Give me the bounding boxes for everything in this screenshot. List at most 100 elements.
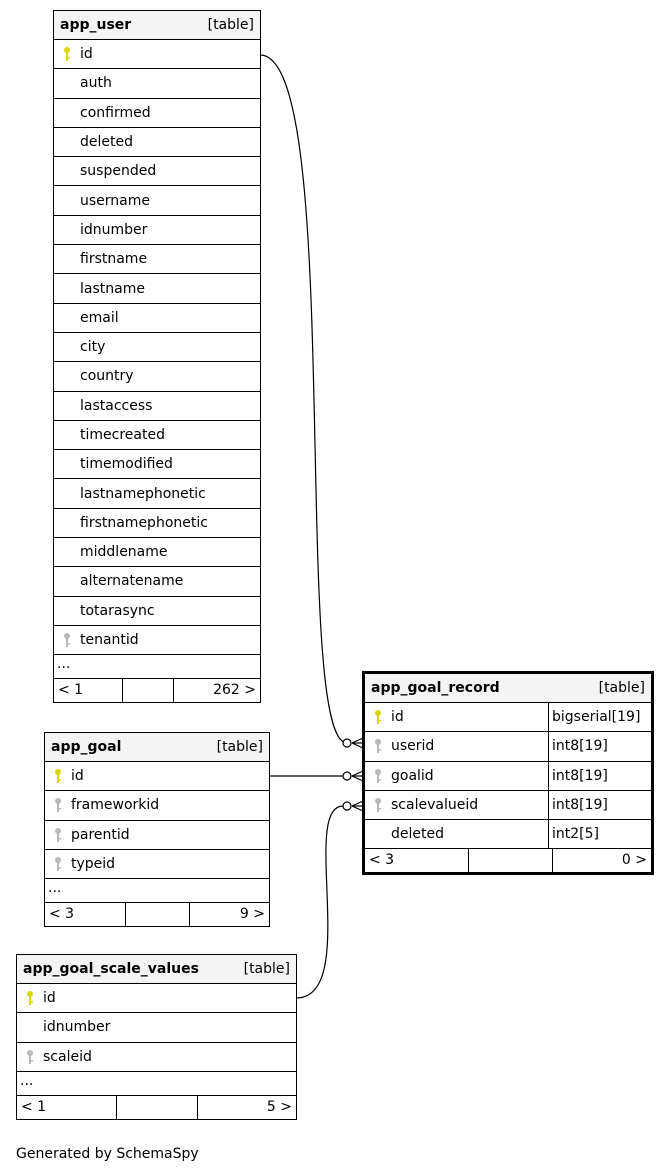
column-name: country bbox=[80, 368, 134, 385]
column-row[interactable]: timemodified bbox=[54, 450, 260, 480]
column-name: alternatename bbox=[80, 573, 184, 590]
column-row[interactable]: deleted bbox=[54, 128, 260, 158]
foreign-key-icon bbox=[365, 797, 391, 813]
column-name: lastaccess bbox=[80, 397, 153, 414]
column-row[interactable]: scalevalueid int8[19] bbox=[365, 790, 651, 821]
column-name: username bbox=[80, 192, 150, 209]
column-row[interactable]: id bigserial[19] bbox=[365, 703, 651, 733]
column-row[interactable]: frameworkid bbox=[45, 791, 269, 821]
table-header[interactable]: app_goal_scale_values [table] bbox=[17, 955, 296, 984]
column-name: userid bbox=[391, 738, 435, 755]
more-columns: ... bbox=[17, 1072, 296, 1096]
column-row[interactable]: id bbox=[54, 40, 260, 70]
column-name: id bbox=[43, 990, 56, 1007]
column-row[interactable]: userid int8[19] bbox=[365, 732, 651, 762]
foreign-key-icon bbox=[45, 827, 71, 843]
column-row[interactable]: deleted int2[5] bbox=[365, 820, 651, 850]
column-name: id bbox=[71, 768, 84, 785]
column-row[interactable]: confirmed bbox=[54, 99, 260, 128]
table-header[interactable]: app_user [table] bbox=[54, 11, 260, 40]
column-name: tenantid bbox=[80, 632, 139, 649]
column-name: lastnamephonetic bbox=[80, 485, 206, 502]
column-row[interactable]: totarasync bbox=[54, 597, 260, 626]
children-count[interactable]: 9 > bbox=[239, 906, 265, 923]
children-count[interactable]: 0 > bbox=[621, 852, 647, 869]
parents-count[interactable]: < 1 bbox=[54, 679, 123, 703]
primary-key-icon bbox=[45, 768, 71, 784]
table-kind: [table] bbox=[598, 680, 645, 696]
children-count[interactable]: 5 > bbox=[266, 1098, 292, 1115]
primary-key-icon bbox=[365, 709, 391, 725]
parents-count[interactable]: < 3 bbox=[365, 849, 469, 873]
table-footer: < 1 5 > bbox=[17, 1095, 296, 1119]
table-kind: [table] bbox=[207, 17, 254, 33]
footer-spacer bbox=[123, 679, 174, 703]
footer-spacer bbox=[126, 903, 190, 927]
column-row[interactable]: alternatename bbox=[54, 567, 260, 597]
column-row[interactable]: id bbox=[45, 762, 269, 792]
column-type: int8[19] bbox=[548, 732, 651, 761]
column-row[interactable]: lastname bbox=[54, 274, 260, 304]
column-row[interactable]: goalid int8[19] bbox=[365, 761, 651, 791]
column-row[interactable]: lastaccess bbox=[54, 392, 260, 421]
table-name: app_user bbox=[60, 17, 132, 33]
column-type: bigserial[19] bbox=[548, 703, 651, 732]
table-name: app_goal_record bbox=[371, 680, 500, 696]
edge-app-user-to-goal-record bbox=[259, 54, 348, 744]
crowfoot-zero-many-icon bbox=[342, 800, 364, 812]
edge-scale-values-to-goal-record bbox=[295, 805, 344, 999]
primary-key-icon bbox=[17, 990, 43, 1006]
column-row[interactable]: email bbox=[54, 304, 260, 333]
table-header[interactable]: app_goal_record [table] bbox=[365, 674, 651, 703]
foreign-key-icon bbox=[365, 768, 391, 784]
column-name: suspended bbox=[80, 163, 157, 180]
column-row[interactable]: firstname bbox=[54, 245, 260, 275]
column-row[interactable]: id bbox=[17, 984, 296, 1014]
column-row[interactable]: country bbox=[54, 362, 260, 392]
column-row[interactable]: username bbox=[54, 186, 260, 216]
column-type: int2[5] bbox=[548, 820, 651, 849]
table-app-goal[interactable]: app_goal [table] id frameworkid parentid type… bbox=[44, 732, 270, 928]
column-name: scaleid bbox=[43, 1048, 92, 1065]
column-name: firstnamephonetic bbox=[80, 514, 208, 531]
table-header[interactable]: app_goal [table] bbox=[45, 733, 269, 762]
column-row[interactable]: suspended bbox=[54, 157, 260, 187]
table-name: app_goal_scale_values bbox=[23, 961, 199, 977]
column-row[interactable]: parentid bbox=[45, 821, 269, 850]
column-name: parentid bbox=[71, 826, 130, 843]
column-row[interactable]: city bbox=[54, 333, 260, 363]
footer-spacer bbox=[469, 849, 553, 873]
column-row[interactable]: tenantid bbox=[54, 626, 260, 656]
column-row[interactable]: typeid bbox=[45, 850, 269, 880]
column-name: idnumber bbox=[43, 1019, 111, 1036]
generated-by-footer: Generated by SchemaSpy bbox=[16, 1146, 199, 1162]
column-row[interactable]: auth bbox=[54, 69, 260, 99]
column-row[interactable]: middlename bbox=[54, 538, 260, 568]
column-type: int8[19] bbox=[548, 761, 651, 790]
column-name: deleted bbox=[80, 134, 133, 151]
column-row[interactable]: lastnamephonetic bbox=[54, 479, 260, 509]
column-name: city bbox=[80, 339, 106, 356]
table-app-user[interactable]: app_user [table] id auth confirmed deleted sus… bbox=[53, 10, 261, 704]
children-count[interactable]: 262 > bbox=[213, 682, 256, 699]
column-name: frameworkid bbox=[71, 797, 160, 814]
column-row[interactable]: firstnamephonetic bbox=[54, 509, 260, 539]
column-name: deleted bbox=[391, 826, 444, 843]
column-row[interactable]: scaleid bbox=[17, 1043, 296, 1072]
table-kind: [table] bbox=[243, 961, 290, 977]
foreign-key-icon bbox=[45, 797, 71, 813]
column-row[interactable]: idnumber bbox=[17, 1013, 296, 1043]
parents-count[interactable]: < 1 bbox=[17, 1095, 117, 1119]
column-name: middlename bbox=[80, 544, 168, 561]
column-type: int8[19] bbox=[548, 790, 651, 820]
column-name: typeid bbox=[71, 856, 116, 873]
table-footer: < 3 9 > bbox=[45, 903, 269, 927]
foreign-key-icon bbox=[17, 1049, 43, 1065]
table-app-goal-scale-values[interactable]: app_goal_scale_values [table] id idnumber sc… bbox=[16, 954, 297, 1120]
table-app-goal-record[interactable]: app_goal_record [table] id bigserial[19] use… bbox=[362, 671, 654, 876]
parents-count[interactable]: < 3 bbox=[45, 903, 126, 927]
column-row[interactable]: idnumber bbox=[54, 216, 260, 246]
more-columns: ... bbox=[54, 655, 260, 680]
column-row[interactable]: timecreated bbox=[54, 421, 260, 451]
